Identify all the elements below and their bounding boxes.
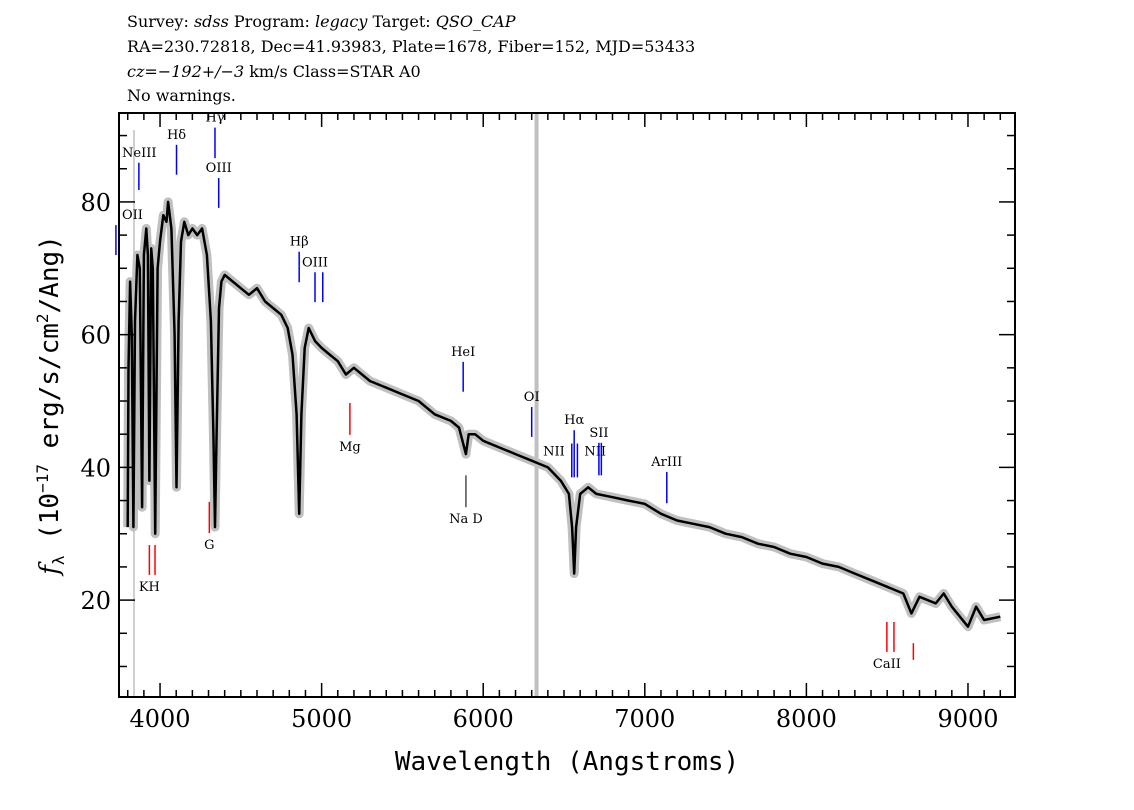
header-line-survey: Survey: sdss Program: legacy Target: QSO… xyxy=(127,13,516,31)
spectrum-line xyxy=(126,200,1001,628)
line-marker-label: NII xyxy=(543,444,565,459)
line-marker-sii: SII xyxy=(589,426,609,476)
y-axis-label: fλ (10−17 erg/s/cm2/Ang) xyxy=(33,235,68,577)
line-marker-hβ: Hβ xyxy=(290,235,309,283)
line-marker-label: OIII xyxy=(206,161,232,176)
program-label: Program: xyxy=(228,12,316,31)
x-tick-label: 5000 xyxy=(291,705,352,733)
x-tick-label: 8000 xyxy=(776,705,837,733)
line-marker-label: Hα xyxy=(564,413,584,428)
line-marker-label: OII xyxy=(122,208,143,223)
line-marker-nii: NII xyxy=(543,443,573,478)
line-marker-hγ: Hγ xyxy=(205,111,225,159)
header-line-coords: RA=230.72818, Dec=41.93983, Plate=1678, … xyxy=(127,37,696,56)
class-text: km/s Class=STAR A0 xyxy=(244,62,421,81)
line-marker-g: G xyxy=(204,501,215,553)
x-tick-label: 4000 xyxy=(130,705,191,733)
line-marker-label: HeI xyxy=(451,345,475,360)
y-tick-label: 80 xyxy=(80,189,111,217)
x-tick-label: 9000 xyxy=(937,705,998,733)
line-marker-caii: CaII xyxy=(873,622,901,672)
line-marker-oii: OII xyxy=(115,208,143,256)
header-line-redshift: cz=−192+/−3 km/s Class=STAR A0 xyxy=(127,63,421,81)
line-marker-mg: Mg xyxy=(339,403,361,455)
line-marker-oiii: OIII xyxy=(206,161,232,208)
line-marker-label: Hγ xyxy=(205,111,224,126)
line-marker-hei: HeI xyxy=(451,345,475,392)
target-value: QSO_CAP xyxy=(435,12,516,31)
header-warnings: No warnings. xyxy=(127,86,236,105)
y-tick-label: 40 xyxy=(80,454,111,482)
y-tick-label: 60 xyxy=(80,322,111,350)
line-marker-na-d: Na D xyxy=(449,475,483,527)
plot-frame xyxy=(118,112,1016,698)
line-marker-label: Hβ xyxy=(290,235,309,250)
x-tick-label: 6000 xyxy=(453,705,514,733)
line-marker-hα: Hα xyxy=(564,413,584,478)
line-marker-label: G xyxy=(204,538,214,553)
line-marker-label: SII xyxy=(589,426,608,441)
line-marker-label: OIII xyxy=(302,255,328,270)
line-marker-hδ: Hδ xyxy=(167,128,186,175)
line-marker-label: NII xyxy=(584,444,606,459)
line-marker-label: CaII xyxy=(873,657,901,672)
cz-value: cz=−192+/−3 xyxy=(127,62,245,81)
line-marker-label: Na D xyxy=(449,512,483,527)
line-marker-label: ArIII xyxy=(650,455,682,470)
line-marker-label: Hδ xyxy=(167,128,186,143)
line-marker-oi: OI xyxy=(524,390,540,437)
x-axis-label: Wavelength (Angstroms) xyxy=(395,747,739,777)
line-marker-label: OI xyxy=(524,390,540,405)
line-marker-ariii: ArIII xyxy=(650,455,682,504)
line-marker-label: KH xyxy=(139,580,160,595)
line-marker-neiii: NeIII xyxy=(122,146,156,190)
x-tick-label: 7000 xyxy=(614,705,675,733)
survey-label: Survey: xyxy=(127,12,194,31)
line-marker-label: Mg xyxy=(339,440,361,455)
program-value: legacy xyxy=(315,12,368,31)
line-marker-label: NeIII xyxy=(122,146,156,161)
target-label: Target: xyxy=(367,12,436,31)
y-tick-label: 20 xyxy=(80,587,111,615)
survey-value: sdss xyxy=(193,12,229,31)
line-marker-kh: KH xyxy=(139,545,160,595)
line-marker-oiii: OIII xyxy=(302,255,328,303)
